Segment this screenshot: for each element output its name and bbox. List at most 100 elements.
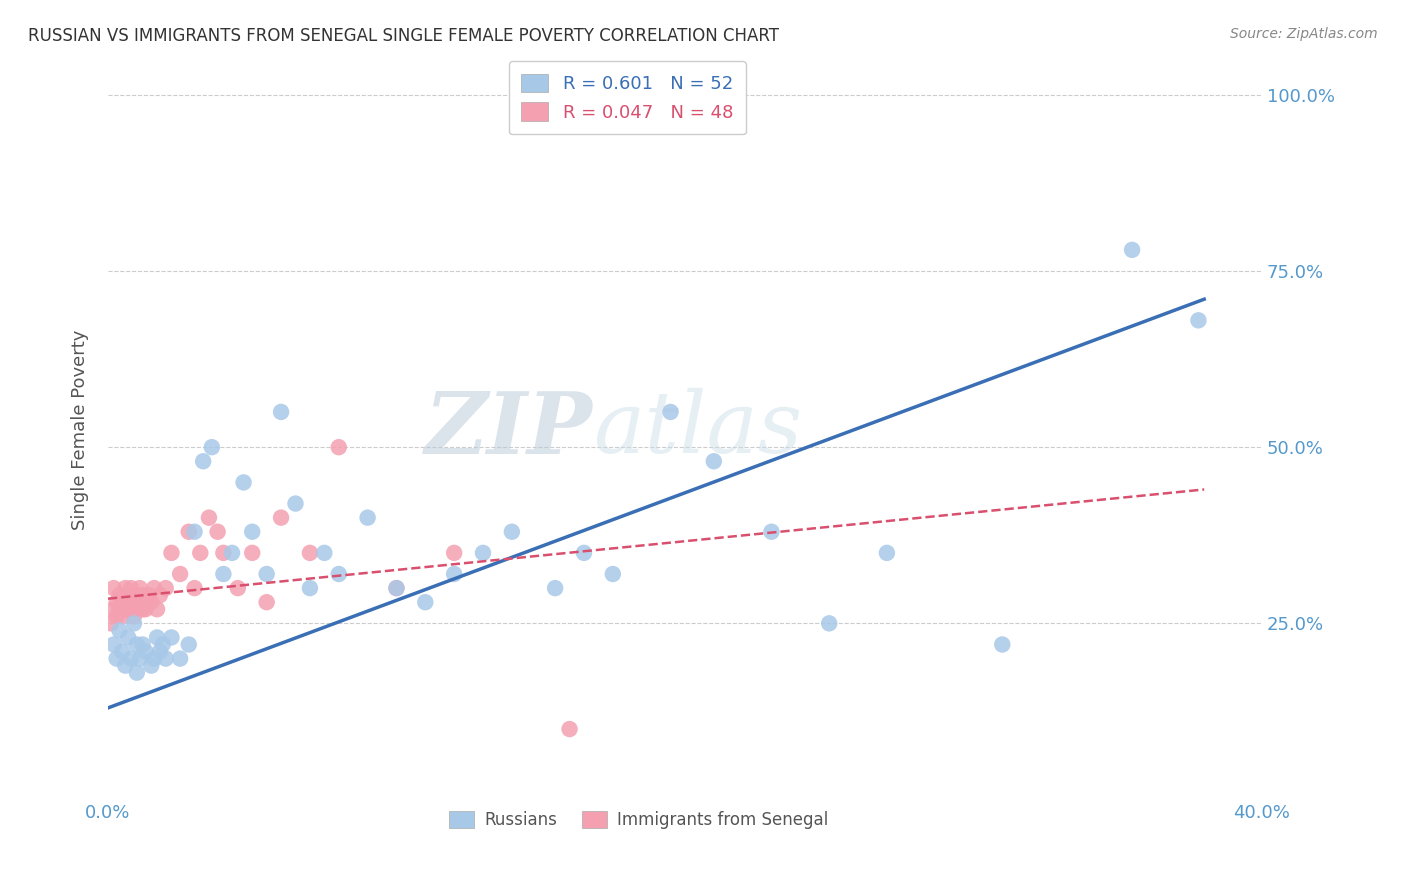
Point <box>114 658 136 673</box>
Point <box>544 581 567 595</box>
Point <box>111 609 134 624</box>
Point <box>183 581 205 595</box>
Point <box>385 581 408 595</box>
Text: Source: ZipAtlas.com: Source: ZipAtlas.com <box>1230 27 1378 41</box>
Text: RUSSIAN VS IMMIGRANTS FROM SENEGAL SINGLE FEMALE POVERTY CORRELATION CHART: RUSSIAN VS IMMIGRANTS FROM SENEGAL SINGL… <box>28 27 779 45</box>
Point <box>256 595 278 609</box>
Point <box>128 595 150 609</box>
Point <box>298 546 321 560</box>
Point <box>143 651 166 665</box>
Point <box>134 595 156 609</box>
Point <box>818 616 841 631</box>
Point <box>1187 313 1209 327</box>
Point <box>212 567 235 582</box>
Point <box>193 454 215 468</box>
Point <box>100 616 122 631</box>
Point <box>256 567 278 582</box>
Point <box>160 631 183 645</box>
Point <box>169 567 191 582</box>
Point <box>212 546 235 560</box>
Point <box>188 546 211 560</box>
Point <box>160 546 183 560</box>
Point <box>105 651 128 665</box>
Point <box>991 638 1014 652</box>
Point <box>298 581 321 595</box>
Point <box>131 638 153 652</box>
Point <box>125 665 148 680</box>
Point <box>128 651 150 665</box>
Point <box>134 644 156 658</box>
Point <box>761 524 783 539</box>
Point <box>114 581 136 595</box>
Point <box>117 588 139 602</box>
Point <box>146 602 169 616</box>
Point <box>443 567 465 582</box>
Point <box>141 658 163 673</box>
Point <box>270 405 292 419</box>
Point <box>443 546 465 560</box>
Point <box>659 405 682 419</box>
Point <box>703 454 725 468</box>
Legend: Russians, Immigrants from Senegal: Russians, Immigrants from Senegal <box>443 804 835 836</box>
Point <box>131 602 153 616</box>
Point <box>149 644 172 658</box>
Point <box>122 595 145 609</box>
Point <box>221 546 243 560</box>
Point <box>155 581 177 595</box>
Point <box>111 595 134 609</box>
Point <box>558 722 581 736</box>
Point <box>328 440 350 454</box>
Y-axis label: Single Female Poverty: Single Female Poverty <box>72 329 89 530</box>
Point <box>226 581 249 595</box>
Point <box>125 588 148 602</box>
Point <box>122 609 145 624</box>
Point <box>198 510 221 524</box>
Point <box>501 524 523 539</box>
Point <box>111 644 134 658</box>
Point <box>201 440 224 454</box>
Point <box>152 638 174 652</box>
Point <box>122 616 145 631</box>
Point <box>143 581 166 595</box>
Point <box>284 497 307 511</box>
Point <box>117 595 139 609</box>
Point <box>207 524 229 539</box>
Point <box>108 624 131 638</box>
Point <box>314 546 336 560</box>
Point <box>117 631 139 645</box>
Point <box>149 588 172 602</box>
Point <box>103 581 125 595</box>
Point <box>120 651 142 665</box>
Point <box>103 638 125 652</box>
Point <box>134 602 156 616</box>
Point <box>602 567 624 582</box>
Text: atlas: atlas <box>593 388 801 471</box>
Point <box>114 602 136 616</box>
Point <box>177 524 200 539</box>
Point <box>183 524 205 539</box>
Point <box>572 546 595 560</box>
Point <box>155 651 177 665</box>
Point <box>125 638 148 652</box>
Point <box>328 567 350 582</box>
Point <box>103 602 125 616</box>
Point <box>240 524 263 539</box>
Point <box>105 595 128 609</box>
Point <box>240 546 263 560</box>
Point <box>356 510 378 524</box>
Point <box>177 638 200 652</box>
Point <box>270 510 292 524</box>
Point <box>125 602 148 616</box>
Point <box>169 651 191 665</box>
Point <box>138 588 160 602</box>
Point <box>146 631 169 645</box>
Point <box>108 602 131 616</box>
Point <box>120 602 142 616</box>
Point <box>128 581 150 595</box>
Point <box>232 475 254 490</box>
Point <box>1121 243 1143 257</box>
Point <box>472 546 495 560</box>
Point <box>105 609 128 624</box>
Point <box>108 588 131 602</box>
Point <box>141 595 163 609</box>
